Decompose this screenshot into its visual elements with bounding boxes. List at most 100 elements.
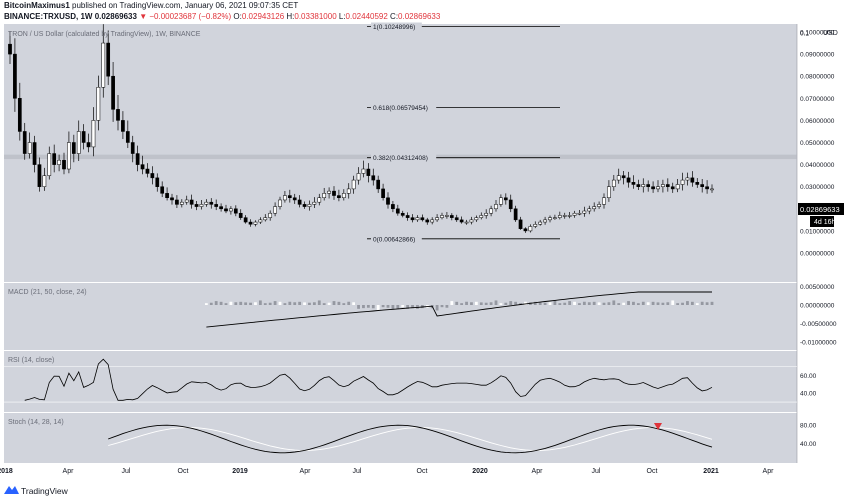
candle-body xyxy=(469,219,474,223)
candle-body xyxy=(327,190,331,194)
y-tick-label: 0.10000000 xyxy=(800,30,835,37)
candle-body xyxy=(587,208,592,212)
candle-body xyxy=(597,204,601,207)
candle-body xyxy=(484,212,489,216)
x-tick-label: Apr xyxy=(300,468,312,475)
x-tick-label: Jul xyxy=(122,468,131,475)
candle-body xyxy=(494,204,498,210)
macd-bar xyxy=(612,300,616,305)
candle-body xyxy=(8,43,12,55)
candle xyxy=(690,171,695,187)
candle xyxy=(636,179,641,191)
candle-body xyxy=(71,142,76,154)
candle xyxy=(32,135,37,173)
symbol-name[interactable]: BINANCE:TRXUSD, 1W xyxy=(4,12,93,21)
macd-bar xyxy=(396,305,400,309)
macd-bar xyxy=(641,301,645,305)
candle xyxy=(445,212,449,219)
macd-bar xyxy=(263,303,267,305)
candle xyxy=(302,201,307,209)
candle xyxy=(626,171,631,188)
candle xyxy=(287,189,292,203)
candle xyxy=(292,193,297,204)
candle-body xyxy=(533,224,538,227)
author-name[interactable]: BitcoinMaximus1 xyxy=(4,1,70,10)
candle-body xyxy=(425,219,430,223)
candle xyxy=(297,195,302,208)
candle-body xyxy=(582,210,587,214)
candle-body xyxy=(376,179,381,190)
macd-bar xyxy=(578,303,581,305)
y-tick-label: 0.06000000 xyxy=(800,118,835,125)
candle xyxy=(469,216,474,225)
x-tick-label: Apr xyxy=(63,468,75,475)
candle xyxy=(631,175,636,189)
candle-body xyxy=(528,226,533,232)
candle-body xyxy=(184,199,189,203)
candle-body xyxy=(405,215,410,218)
candle-body xyxy=(361,168,366,174)
candle-body xyxy=(661,184,665,187)
macd-bar xyxy=(209,302,213,305)
candle xyxy=(42,167,47,191)
candle xyxy=(494,200,498,212)
candle xyxy=(204,199,209,207)
candle-body xyxy=(400,212,405,216)
macd-bar xyxy=(710,301,714,305)
candle-body xyxy=(224,208,228,212)
candle-body xyxy=(209,201,214,205)
macd-bar xyxy=(617,303,621,305)
candle xyxy=(332,186,336,200)
candle xyxy=(592,202,597,212)
macd-bar xyxy=(543,302,547,305)
candle-body xyxy=(665,184,670,187)
tradingview-logo[interactable]: TradingView xyxy=(4,486,69,496)
stoch-pane-bg xyxy=(4,413,797,463)
high-value: 0.03381000 xyxy=(294,12,337,21)
candle-body xyxy=(489,208,493,214)
logo-icon xyxy=(4,486,19,494)
candle-body xyxy=(287,195,292,198)
candle-body xyxy=(278,199,282,207)
candle xyxy=(553,214,557,220)
candle xyxy=(479,212,484,220)
chart-title: TRON / US Dollar (calculated by TradingV… xyxy=(8,31,201,38)
candle-body xyxy=(675,184,680,190)
macd-bar xyxy=(322,303,326,305)
macd-tick-label: -0.01000000 xyxy=(800,340,837,347)
candle-body xyxy=(705,186,709,190)
candle xyxy=(194,200,199,211)
candle xyxy=(91,107,96,157)
candle-body xyxy=(67,142,71,170)
candle-body xyxy=(611,179,616,187)
candle-body xyxy=(243,217,248,223)
macd-bar xyxy=(283,303,287,305)
stoch-k-line xyxy=(108,424,713,454)
candle-body xyxy=(145,168,150,174)
macd-bar xyxy=(489,302,493,305)
candle xyxy=(253,220,258,227)
macd-bar xyxy=(352,302,356,305)
candle xyxy=(155,173,160,192)
x-tick-label: 2018 xyxy=(0,468,13,475)
candle-body xyxy=(346,188,351,194)
macd-bar xyxy=(484,302,488,305)
macd-bar xyxy=(435,305,439,311)
candle-body xyxy=(332,190,336,196)
macd-bar xyxy=(656,302,660,305)
candle xyxy=(96,75,101,131)
candle-body xyxy=(268,212,273,218)
candle-body xyxy=(238,212,243,218)
candle xyxy=(17,82,22,141)
candle xyxy=(425,217,430,225)
candle xyxy=(543,216,547,225)
candle-body xyxy=(700,184,705,187)
candle-body xyxy=(435,217,439,221)
macd-bar xyxy=(568,301,572,305)
candle xyxy=(52,144,57,173)
y-tick-label: 0.05000000 xyxy=(800,140,835,147)
candle xyxy=(175,195,179,209)
candle-body xyxy=(179,201,184,205)
candle xyxy=(356,167,361,185)
